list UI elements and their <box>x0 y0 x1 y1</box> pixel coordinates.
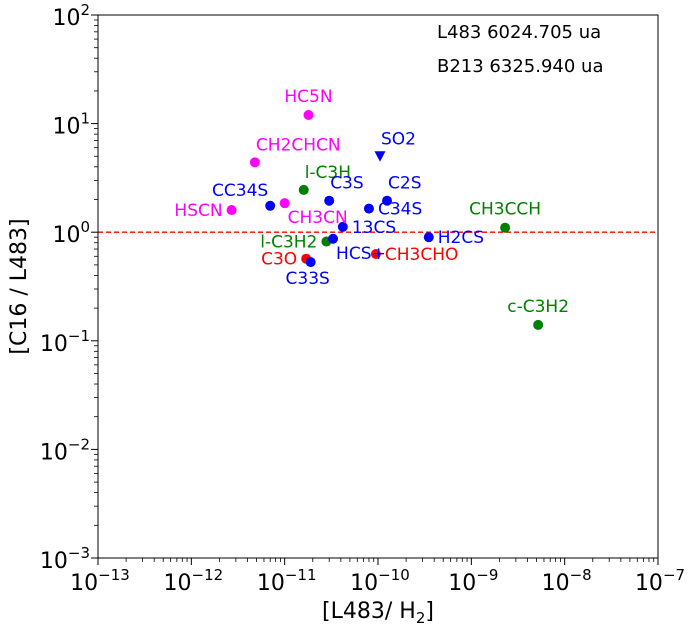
label-c2s: C2S <box>388 174 421 194</box>
point-hscn <box>226 205 237 216</box>
y-tick-label: 102 <box>52 1 90 31</box>
label-l-c3h: l-C3H <box>305 163 351 183</box>
label-hscn: HSCN <box>174 201 222 221</box>
label-13cs: 13CS <box>352 218 396 238</box>
point-13cs <box>337 221 348 232</box>
point-so2 <box>374 151 386 162</box>
x-tick-label: 10−11 <box>257 566 317 596</box>
label-l-c3h2: l-C3H2 <box>260 233 317 253</box>
point-ch3cch <box>500 222 511 233</box>
y-tick-label: 101 <box>52 110 90 140</box>
axis-ticks: 10−13 10−12 10−11 10−10 10−9 10−8 10−7 10−3 10−2… <box>40 1 685 596</box>
y-tick-label: 10−1 <box>40 327 90 357</box>
label-h2cs: H2CS <box>438 228 484 248</box>
point-c-c3h2 <box>533 319 544 330</box>
y-tick-label: 10−2 <box>40 435 90 465</box>
annotation-l483: L483 6024.705 ua <box>437 22 602 43</box>
plot-frame <box>97 14 659 559</box>
point-hcs- <box>328 233 339 244</box>
point-c3s <box>324 195 335 206</box>
label-ch3cho: CH3CHO <box>385 245 459 265</box>
label-ch3cch: CH3CCH <box>469 200 541 220</box>
label-c3s: C3S <box>330 174 363 194</box>
x-tick-label: 10−10 <box>350 566 410 596</box>
label-c-c3h2: c-C3H2 <box>507 297 569 317</box>
y-axis-label: [C16 / L483] <box>7 218 32 354</box>
point-ch3cn <box>279 198 290 209</box>
label-hcs-: HCS+ <box>336 244 386 264</box>
point-c33s <box>305 257 316 268</box>
point-ch3cho <box>370 248 381 259</box>
annotation-b213: B213 6325.940 ua <box>437 56 604 77</box>
x-tick-label: 10−7 <box>635 566 685 596</box>
x-tick-label: 10−13 <box>70 566 130 596</box>
point-l-c3h <box>298 184 309 195</box>
point-h2cs <box>423 232 434 243</box>
label-c34s: C34S <box>378 200 422 220</box>
point-c2s <box>382 195 393 206</box>
x-tick-label: 10−12 <box>164 566 224 596</box>
label-cc34s: CC34S <box>212 181 268 201</box>
label-so2: SO2 <box>381 129 416 149</box>
x-axis-label: [L483/ H2] <box>322 599 434 627</box>
point-ch2chcn <box>249 157 260 168</box>
label-ch3cn: CH3CN <box>288 208 348 228</box>
label-ch2chcn: CH2CHCN <box>256 135 341 155</box>
y-tick-label: 100 <box>52 218 90 248</box>
point-c34s <box>363 203 374 214</box>
x-tick-label: 10−8 <box>542 566 592 596</box>
label-c33s: C33S <box>286 269 330 289</box>
label-c3o: C3O <box>261 250 297 270</box>
label-hc5n: HC5N <box>284 87 332 107</box>
point-hc5n <box>303 110 314 121</box>
y-tick-label: 10−3 <box>40 544 90 574</box>
point-cc34s <box>265 200 276 211</box>
x-tick-label: 10−9 <box>448 566 498 596</box>
data-points <box>226 110 544 330</box>
